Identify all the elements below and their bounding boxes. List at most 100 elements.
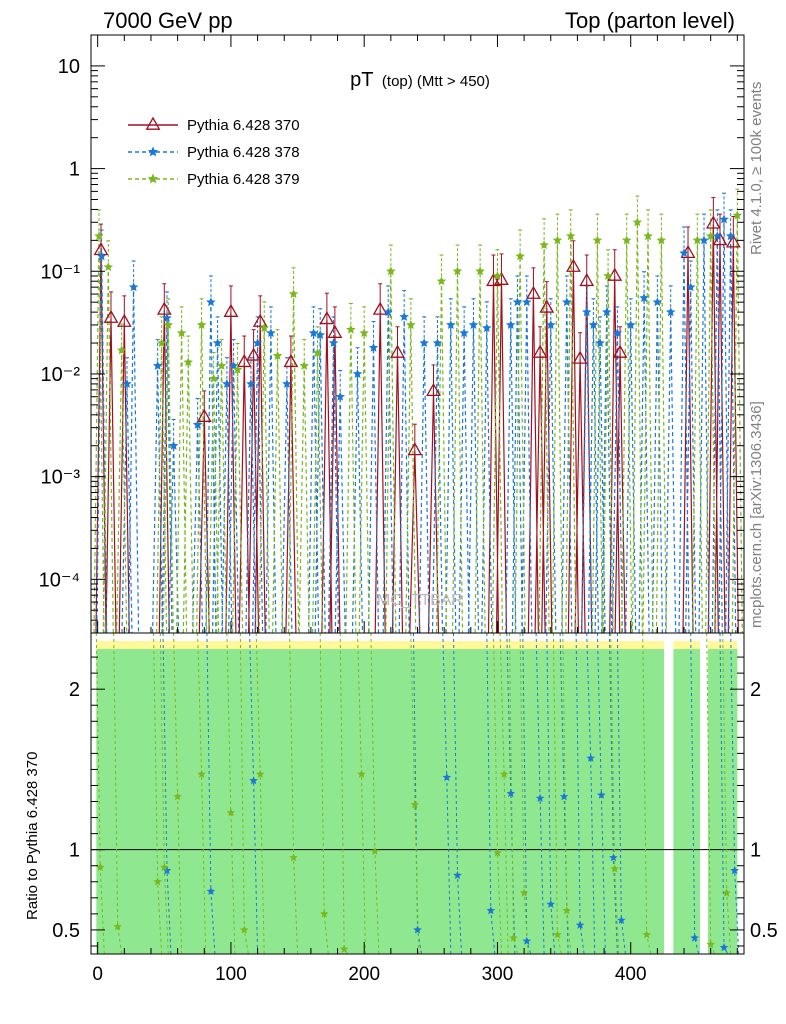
series-378-marker	[308, 328, 319, 338]
x-tick-label: 200	[348, 964, 380, 985]
ratio-marker	[553, 930, 562, 939]
chart-title-main: pT	[350, 69, 373, 91]
series-370-marker	[566, 258, 581, 272]
ratio-y-axis-label: Ratio to Pythia 6.428 370	[24, 752, 41, 920]
series-370-marker	[252, 313, 268, 327]
series-378-marker	[719, 214, 729, 224]
ratio-marker	[256, 769, 265, 778]
series-379-marker	[732, 210, 743, 220]
series-378-marker	[335, 391, 345, 401]
series-370-marker	[725, 234, 741, 248]
series-370-marker	[103, 309, 119, 323]
ratio-marker	[597, 790, 606, 799]
chart-title-sub: (top) (Mtt > 450)	[382, 73, 490, 90]
series-379-marker	[406, 320, 416, 329]
ratio-marker	[173, 792, 182, 801]
series-370-marker	[283, 353, 299, 368]
series-378-marker	[582, 307, 592, 317]
series-379-marker	[475, 266, 485, 276]
ratio-marker	[586, 753, 595, 762]
series-370-marker	[327, 324, 343, 338]
ratio-band-gap	[700, 633, 709, 954]
ratio-y-tick-label-right: 2	[750, 679, 761, 701]
header-left: 7000 GeV pp	[103, 8, 233, 33]
series-378-marker	[383, 307, 393, 317]
ratio-marker	[162, 866, 172, 875]
series-378-marker	[639, 292, 649, 302]
ratio-band-gap	[91, 633, 97, 954]
series-379-marker	[603, 271, 613, 280]
series-378-marker	[128, 282, 139, 292]
series-378-marker	[246, 378, 256, 388]
ratio-marker	[610, 864, 619, 873]
ratio-marker	[249, 776, 258, 785]
ratio-y-tick-label-left: 2	[69, 679, 80, 701]
series-378-marker	[368, 342, 379, 352]
series-378-marker	[546, 320, 556, 329]
ratio-marker	[160, 862, 169, 871]
ratio-marker	[642, 930, 651, 939]
series-379-marker	[622, 235, 632, 245]
watermark: MC_TTBAR	[377, 592, 463, 609]
series-379-marker	[103, 262, 114, 272]
series-379-marker	[272, 350, 283, 360]
series-370-marker	[407, 442, 423, 456]
series-378-marker	[315, 329, 325, 339]
ratio-marker	[339, 944, 349, 953]
ratio-marker	[413, 925, 422, 934]
ratio-marker	[113, 922, 122, 931]
legend-star-marker	[147, 173, 159, 184]
series-379-marker	[232, 364, 243, 374]
ratio-marker	[357, 769, 366, 778]
legend-label: Pythia 6.428 370	[187, 117, 300, 134]
series-370-marker	[116, 313, 132, 327]
series-378-marker	[685, 282, 696, 292]
series-370-marker	[712, 232, 728, 246]
ratio-marker	[453, 870, 462, 879]
series-378-marker	[328, 338, 339, 348]
series-379-marker	[176, 328, 187, 338]
ratio-marker	[522, 936, 532, 945]
legend-triangle-marker	[145, 116, 161, 130]
series-379-marker	[386, 266, 396, 276]
series-379-marker	[163, 320, 173, 329]
ratio-marker	[562, 906, 571, 915]
series-378-marker	[152, 360, 163, 370]
series-379-marker	[216, 360, 227, 370]
ratio-marker	[730, 866, 739, 875]
series-379-marker	[656, 235, 667, 245]
series-379-marker	[288, 289, 299, 299]
series-370-marker	[372, 301, 388, 315]
series-378-marker	[399, 311, 409, 321]
legend: Pythia 6.428 370 Pythia 6.428 378 Pythia 6…	[128, 116, 300, 188]
series-379-marker	[539, 240, 549, 250]
series-378-marker	[512, 297, 523, 307]
series-378-marker	[665, 307, 676, 317]
ratio-marker	[519, 888, 529, 897]
series-378-marker	[96, 251, 107, 261]
ratio-marker	[509, 933, 518, 942]
ratio-marker	[240, 925, 249, 934]
series-370-marker	[612, 344, 628, 358]
upper-y-tick-label: 10⁻²	[41, 364, 81, 386]
ratio-marker	[609, 853, 618, 862]
ratio-marker	[719, 943, 729, 952]
series-370-marker	[246, 347, 261, 361]
series-378-marker	[206, 297, 216, 307]
series-378-marker	[122, 378, 132, 388]
series-378-marker	[266, 328, 276, 338]
series-379-marker	[346, 324, 356, 334]
series-379-marker	[436, 276, 447, 286]
series-378-marker	[602, 307, 612, 317]
upper-y-tick-label: 10⁻³	[41, 467, 81, 489]
legend-label: Pythia 6.428 378	[187, 144, 300, 161]
ratio-marker	[226, 808, 236, 817]
ratio-y-tick-label-right: 1	[750, 840, 761, 862]
series-379-marker	[183, 357, 193, 367]
series-370-marker	[486, 272, 501, 287]
series-379-marker	[705, 231, 716, 241]
series-line	[95, 223, 739, 634]
series-378-marker	[679, 248, 689, 258]
ratio-marker	[96, 862, 105, 871]
ratio-marker	[370, 846, 380, 855]
